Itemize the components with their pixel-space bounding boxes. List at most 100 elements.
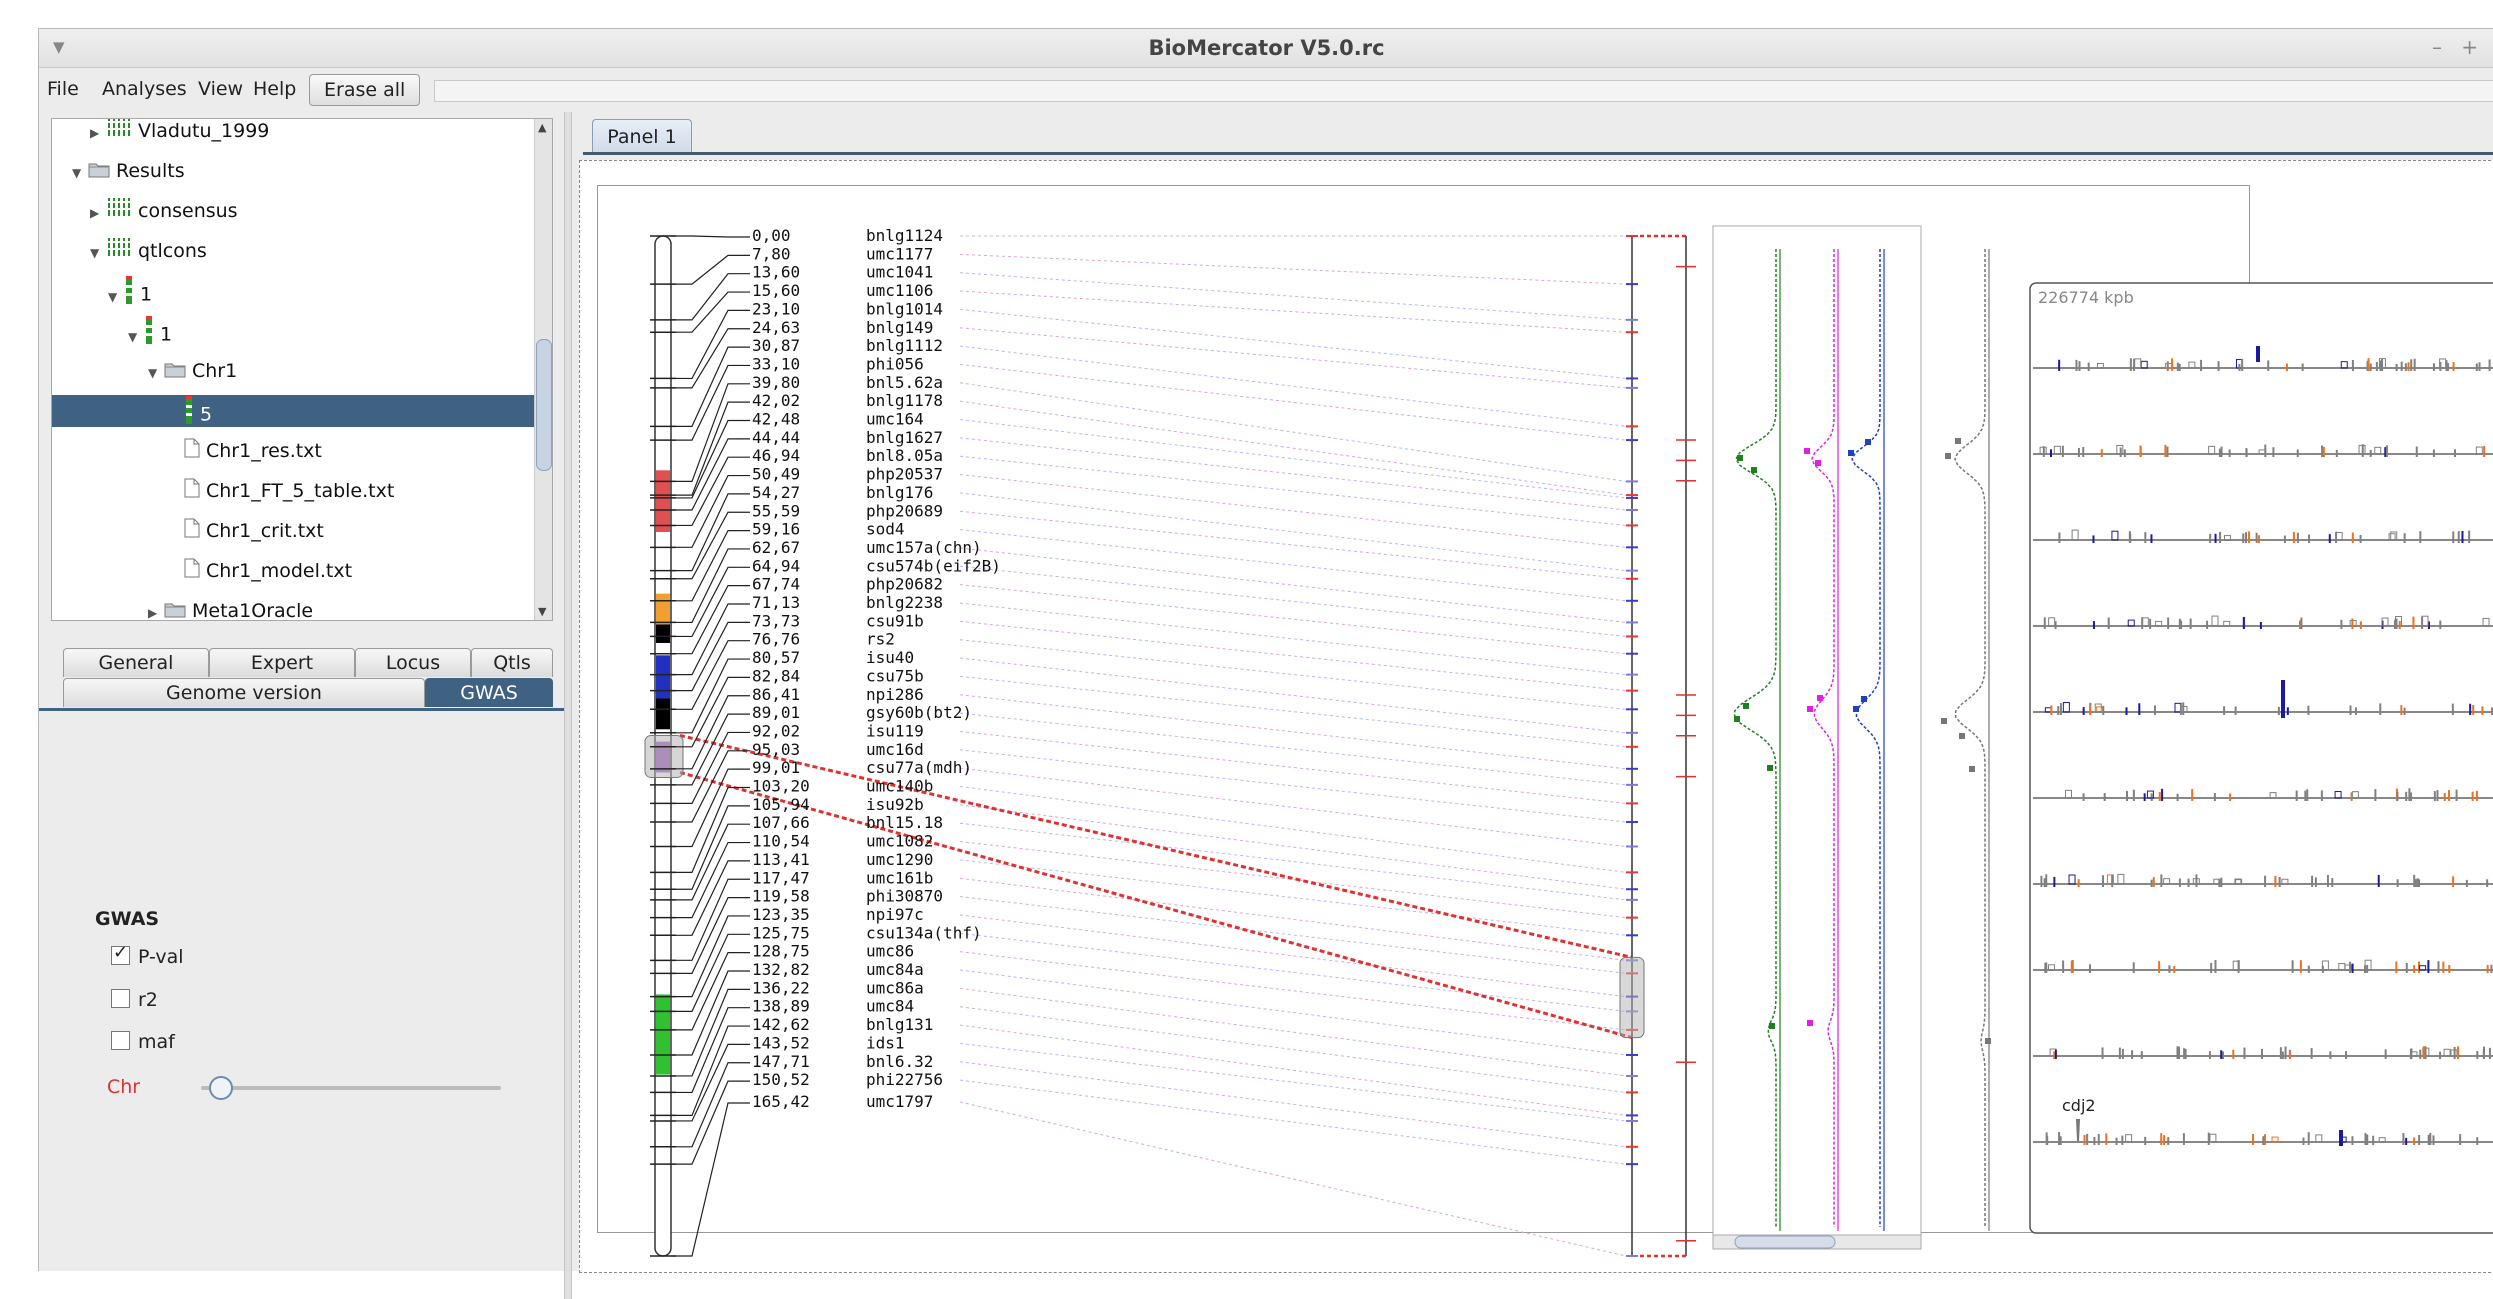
marker-position: 33,10 [752, 354, 800, 373]
pval-option[interactable]: P-val [111, 942, 184, 968]
gene-feature [2427, 960, 2430, 973]
curve-point [1959, 733, 1965, 739]
panel-splitter[interactable] [564, 112, 572, 1299]
gene-feature [2097, 1133, 2100, 1145]
gene-feature [2082, 793, 2085, 801]
gene-feature [2483, 445, 2486, 457]
gene-feature [2150, 879, 2153, 887]
gene-feature [2301, 363, 2304, 371]
map-canvas[interactable]: 0,00 bnlg1124 7,80 umc1177 13,60 umc1041 15,60… [579, 160, 2493, 1273]
expand-down-icon[interactable]: ▼ [90, 246, 100, 260]
tree-item[interactable]: ▶ consensus [90, 195, 238, 227]
gene-feature [2178, 618, 2181, 629]
tab-panel-1[interactable]: Panel 1 [592, 119, 692, 154]
genetic-map-view[interactable]: 0,00 bnlg1124 7,80 umc1177 13,60 umc1041 15,60… [580, 161, 2493, 1272]
maf-option[interactable]: maf [111, 1031, 175, 1053]
marker-name: bnl5.62a [866, 373, 943, 392]
marker-connector [671, 695, 750, 770]
maximize-button[interactable]: + [2461, 35, 2478, 59]
gene-feature [2271, 1136, 2279, 1143]
tree-item[interactable]: Chr1_res.txt [168, 435, 322, 467]
menu-analyses[interactable]: Analyses [102, 78, 187, 100]
tree-item[interactable]: Chr1_FT_5_table.txt [168, 475, 394, 507]
gene-feature [2232, 1049, 2235, 1059]
qtl-region [656, 593, 670, 625]
window-menu-icon[interactable]: ▼ [53, 38, 65, 56]
tree-item[interactable]: ▼ 1 [108, 275, 152, 307]
gene-feature [2180, 620, 2183, 629]
erase-all-button[interactable]: Erase all [309, 74, 421, 106]
tree-scroll-thumb[interactable] [536, 339, 552, 471]
tab-general[interactable]: General [63, 648, 209, 677]
correspondence-line [959, 1101, 1627, 1257]
project-tree[interactable]: ▶ Vladutu_1999 ▼ Results ▶ consensus ▼ qtlcons ▼… [51, 118, 553, 621]
tree-item[interactable]: ▼ Chr1 [148, 355, 237, 387]
marker-position: 119,58 [752, 887, 810, 906]
gene-feature [2168, 965, 2171, 973]
r2-checkbox[interactable] [111, 989, 130, 1008]
scroll-up-icon[interactable]: ▲ [538, 121, 547, 134]
pval-checkbox[interactable] [111, 942, 130, 965]
tree-item[interactable]: ▼ qtlcons [90, 235, 207, 267]
gene-feature [2432, 449, 2435, 457]
minimize-button[interactable]: – [2432, 35, 2442, 59]
tree-item[interactable]: ▼ Results [72, 155, 185, 187]
gene-feature [2096, 363, 2104, 369]
tab-qtls[interactable]: Qtls [471, 648, 553, 677]
zoom-link-bottom [679, 771, 1633, 1040]
app-window: ▼ BioMercator V5.0.rc – + File Analyses … [38, 28, 2493, 1299]
gene-feature [2043, 617, 2046, 629]
marker-name: phi056 [866, 354, 924, 373]
tree-item[interactable]: Chr1_crit.txt [168, 515, 324, 547]
tab-locus[interactable]: Locus [355, 648, 471, 677]
gene-feature [2400, 361, 2403, 371]
gene-feature [2195, 874, 2198, 887]
marker-name: bnlg1014 [866, 299, 943, 318]
marker-position: 147,71 [752, 1052, 810, 1071]
correspondence-line [959, 749, 1627, 823]
tree-item[interactable]: ▼ 1 [128, 315, 172, 347]
scroll-down-icon[interactable]: ▼ [538, 605, 547, 618]
tree-item[interactable]: ▶ Vladutu_1999 [90, 119, 269, 147]
gene-feature [2238, 363, 2241, 371]
chr-slider-track[interactable] [201, 1086, 501, 1090]
tree-scrollbar[interactable]: ▲ ▼ [534, 119, 552, 620]
menu-view[interactable]: View [198, 78, 244, 100]
tree-item[interactable]: ▶ Meta1Oracle [148, 595, 313, 620]
tree-item[interactable]: 5 [52, 395, 552, 427]
gene-feature [2132, 962, 2135, 973]
marker-connector [671, 658, 750, 734]
maf-checkbox[interactable] [111, 1031, 130, 1050]
chr-slider-knob[interactable] [209, 1076, 233, 1100]
marker-name: bnlg176 [866, 483, 933, 502]
gene-feature [2050, 705, 2053, 715]
marker-position: 113,41 [752, 850, 810, 869]
gene-feature [2189, 618, 2192, 629]
expand-down-icon[interactable]: ▼ [108, 289, 118, 304]
gene-feature [2354, 707, 2357, 715]
expand-down-icon[interactable]: ▼ [148, 366, 158, 380]
tab-expert[interactable]: Expert [209, 648, 355, 677]
gene-feature [2121, 1135, 2124, 1145]
marker-name: isu119 [866, 721, 924, 740]
menu-help[interactable]: Help [253, 78, 297, 100]
tab-genome-version[interactable]: Genome version [63, 678, 425, 707]
expand-right-icon[interactable]: ▶ [90, 126, 100, 140]
gene-feature [2291, 960, 2294, 973]
curve-point [1737, 455, 1743, 461]
gene-feature [2289, 1050, 2292, 1059]
gene-feature [2310, 1048, 2313, 1059]
expand-down-icon[interactable]: ▼ [72, 166, 82, 180]
gene-feature [2138, 703, 2141, 715]
tree-item[interactable]: Chr1_model.txt [168, 555, 352, 587]
r2-option[interactable]: r2 [111, 989, 158, 1011]
marker-name: gsy60b(bt2) [866, 703, 972, 722]
menu-file[interactable]: File [47, 78, 79, 100]
marker-connector [671, 988, 750, 1077]
expand-right-icon[interactable]: ▶ [90, 206, 100, 220]
gene-feature [2361, 444, 2364, 457]
marker-position: 76,76 [752, 630, 800, 649]
expand-right-icon[interactable]: ▶ [148, 606, 158, 620]
tab-gwas[interactable]: GWAS [425, 678, 553, 707]
expand-down-icon[interactable]: ▼ [128, 329, 138, 344]
